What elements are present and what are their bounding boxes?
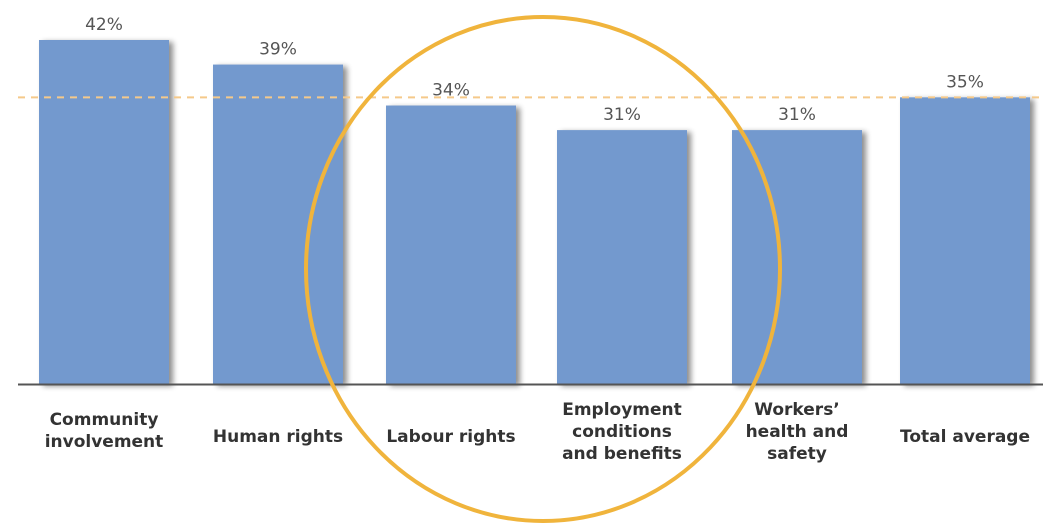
category-label: Community involvement	[45, 410, 164, 452]
data-label: 34%	[432, 81, 470, 101]
bar	[39, 40, 169, 384]
category-label-line: safety	[767, 444, 827, 464]
category-label-line: conditions	[572, 422, 672, 442]
bar	[557, 130, 687, 384]
category-label-line: involvement	[45, 432, 164, 452]
category-label-line: Labour rights	[386, 427, 515, 447]
category-label-line: health and	[746, 422, 849, 442]
value-labels-group: 42% 39% 34% 31% 31% 35%	[85, 15, 984, 125]
category-label-line: Workers’	[754, 400, 840, 420]
bar	[386, 105, 516, 385]
highlight-group	[304, 15, 782, 523]
data-label: 42%	[85, 15, 123, 35]
category-label: Workers’ health and safety	[746, 400, 849, 464]
data-label: 35%	[946, 72, 984, 92]
bar	[900, 97, 1030, 384]
category-label-line: Human rights	[213, 427, 343, 447]
category-label: Employment conditions and benefits	[562, 400, 682, 464]
bar	[732, 130, 862, 384]
category-label-line: Total average	[900, 427, 1030, 447]
data-label: 31%	[603, 105, 641, 125]
category-label: Total average	[900, 427, 1030, 447]
category-label-line: Community	[50, 410, 159, 430]
category-label: Labour rights	[386, 427, 515, 447]
category-label-line: Employment	[562, 400, 682, 420]
data-label: 39%	[259, 40, 297, 60]
highlight-circle	[304, 15, 782, 523]
bar	[213, 64, 343, 385]
category-label-line: and benefits	[562, 444, 682, 464]
category-labels-group: Community involvement Human rights Labour r…	[45, 400, 1030, 464]
data-label: 31%	[778, 105, 816, 125]
category-label: Human rights	[213, 427, 343, 447]
bars-group	[39, 40, 1030, 385]
